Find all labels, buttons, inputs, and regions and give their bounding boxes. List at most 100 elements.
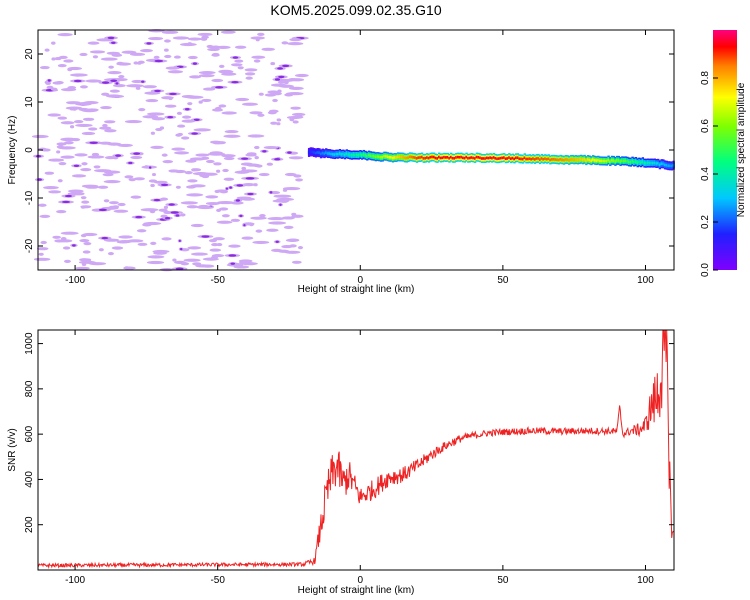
noise-blob <box>56 142 67 146</box>
ridge-cell-core <box>514 156 518 160</box>
noise-blob <box>241 236 254 240</box>
noise-blob <box>111 53 123 57</box>
noise-blob <box>147 255 165 259</box>
noise-blob <box>180 262 190 266</box>
noise-blob <box>82 117 95 121</box>
noise-blob <box>60 155 75 159</box>
noise-blob <box>264 93 277 97</box>
noise-blob <box>97 185 109 189</box>
noise-blob <box>289 38 302 42</box>
noise-blob <box>216 200 235 205</box>
x-tick-label: -100 <box>65 275 85 286</box>
noise-blob <box>211 243 219 247</box>
noise-blob-core <box>47 79 51 82</box>
noise-blob <box>79 239 90 243</box>
ridge-cell-core <box>369 154 372 157</box>
noise-blob <box>109 89 120 93</box>
noise-blob <box>63 59 74 63</box>
ridge-cell-core <box>562 158 566 162</box>
ridge-cell-core <box>593 158 597 162</box>
noise-blob <box>75 266 90 270</box>
noise-blob <box>57 116 68 120</box>
spectrogram-plot-area <box>38 30 674 270</box>
noise-blob-core <box>279 203 282 206</box>
ridge-cell-core <box>650 161 653 165</box>
noise-blob <box>292 115 304 119</box>
snr-series-line <box>37 329 674 570</box>
ridge-cell-core <box>354 153 357 157</box>
ridge-cell-core <box>639 161 643 165</box>
noise-blob-core <box>241 157 249 160</box>
noise-blob <box>130 155 143 160</box>
noise-blob <box>216 208 222 212</box>
noise-blob <box>287 78 298 82</box>
ridge-cell-core <box>585 159 588 162</box>
ridge-cell-core <box>335 152 338 156</box>
noise-blob <box>187 179 198 183</box>
ridge-cell-core <box>313 151 316 154</box>
noise-blob-core <box>164 216 171 220</box>
ridge-cell-core <box>360 153 364 157</box>
noise-blob <box>161 153 168 157</box>
ridge-cell-core <box>309 150 313 154</box>
ridge-cell-core <box>342 152 345 156</box>
ridge-cell-core <box>422 157 425 160</box>
ridge-cell-core <box>321 151 325 155</box>
noise-blob <box>31 134 49 139</box>
noise-blob <box>251 55 266 59</box>
noise-blob <box>70 73 88 77</box>
noise-blob <box>69 125 75 129</box>
noise-blob <box>215 189 228 193</box>
noise-blob <box>281 41 289 45</box>
noise-blob <box>111 246 124 250</box>
noise-blob-core <box>128 161 133 165</box>
noise-blob <box>283 81 289 85</box>
noise-blob <box>79 258 90 262</box>
noise-blob-core <box>73 79 82 83</box>
ridge-cell-core <box>542 157 545 161</box>
noise-blob <box>253 163 261 168</box>
ridge-cell-core <box>381 155 384 159</box>
ridge-cell-core <box>581 158 585 162</box>
ridge-cell-core <box>626 159 629 163</box>
noise-blob <box>218 207 229 211</box>
ridge-cell-core <box>669 164 672 168</box>
noise-blob-core <box>101 81 110 84</box>
ridge-cell-core <box>564 158 568 161</box>
noise-blob <box>124 175 134 179</box>
noise-blob <box>123 266 130 270</box>
noise-blob <box>257 113 265 117</box>
noise-blob-core <box>107 36 115 40</box>
noise-blob <box>200 37 208 41</box>
ridge-cell-core <box>576 158 580 162</box>
ridge-cell-core <box>491 156 494 160</box>
noise-blob <box>293 174 302 178</box>
noise-blob <box>245 76 253 80</box>
noise-blob <box>218 104 227 108</box>
noise-blob <box>62 246 71 250</box>
ridge-cell-core <box>378 155 381 159</box>
noise-blob-core <box>235 199 241 202</box>
ridge-cell-core <box>547 157 550 161</box>
y-tick-label: 1000 <box>24 332 35 355</box>
noise-blob <box>228 244 241 248</box>
noise-blob <box>291 260 302 264</box>
noise-blob <box>39 65 50 70</box>
noise-blob <box>190 223 204 228</box>
ridge-cell-core <box>352 153 355 157</box>
noise-blob <box>92 55 99 59</box>
ridge-cell-core <box>405 156 408 160</box>
noise-blob <box>254 156 259 160</box>
ridge-cell-core <box>538 158 542 161</box>
ridge-cell-core <box>651 161 655 165</box>
noise-blob <box>291 214 304 218</box>
noise-blob <box>187 42 192 46</box>
noise-blob-core <box>287 151 292 154</box>
ridge-cell-core <box>614 160 617 163</box>
noise-blob-core <box>170 211 179 214</box>
ridge-cell-core <box>556 158 559 162</box>
noise-blob <box>161 30 179 34</box>
noise-blob <box>167 70 184 74</box>
noise-blob <box>223 177 235 181</box>
noise-blob <box>270 121 278 125</box>
